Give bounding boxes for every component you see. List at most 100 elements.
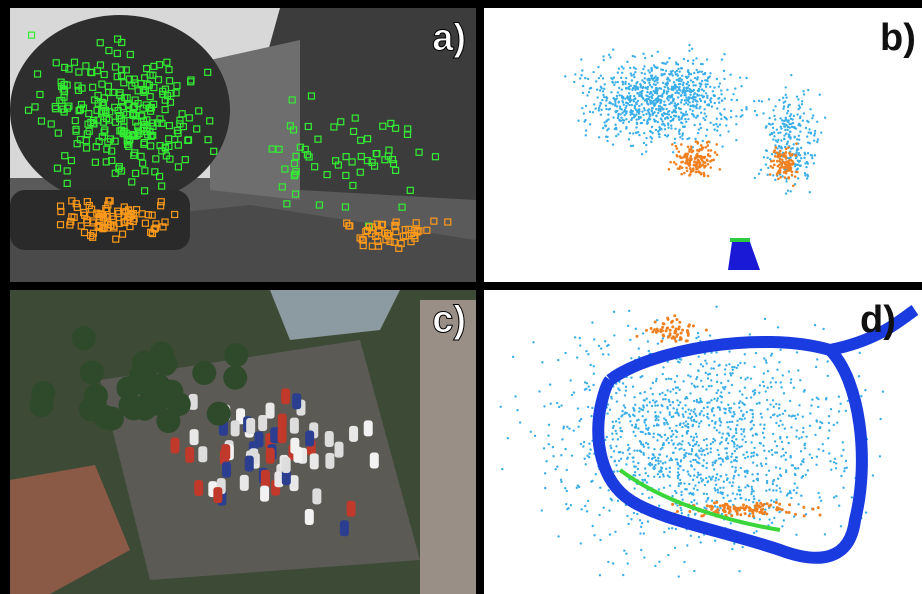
point (700, 100, 702, 102)
point (538, 390, 540, 392)
point (676, 79, 678, 81)
point (680, 94, 682, 96)
car (290, 418, 299, 434)
point (673, 314, 676, 317)
point (622, 452, 624, 454)
point (720, 463, 722, 465)
point (675, 392, 677, 394)
point (614, 124, 616, 126)
point (652, 436, 654, 438)
point (599, 539, 601, 541)
point (740, 377, 742, 379)
point (659, 460, 661, 462)
point (745, 397, 747, 399)
point (699, 397, 701, 399)
point (655, 380, 657, 382)
point (621, 65, 623, 67)
point (791, 170, 794, 173)
point (801, 436, 803, 438)
point (635, 85, 637, 87)
point (670, 116, 672, 118)
point (796, 138, 798, 140)
point (617, 500, 619, 502)
point (668, 73, 670, 75)
point (667, 86, 669, 88)
point (771, 353, 773, 355)
point (678, 119, 680, 121)
point (660, 128, 662, 130)
point (682, 126, 684, 128)
point (618, 67, 620, 69)
point (588, 452, 590, 454)
point (729, 510, 732, 513)
point (674, 92, 676, 94)
point (693, 115, 695, 117)
point (785, 192, 787, 194)
point (701, 88, 703, 90)
point (739, 76, 741, 78)
point (720, 382, 722, 384)
point (773, 517, 775, 519)
point (618, 87, 620, 89)
point (765, 390, 767, 392)
point (614, 430, 616, 432)
point (645, 137, 647, 139)
point (770, 165, 773, 168)
point (586, 510, 588, 512)
point (770, 416, 772, 418)
point (634, 471, 636, 473)
point (748, 499, 750, 501)
point (706, 481, 708, 483)
point (667, 377, 669, 379)
point (752, 455, 754, 457)
point (645, 329, 648, 332)
point (669, 427, 671, 429)
point (722, 460, 724, 462)
point (661, 326, 664, 329)
point (652, 94, 654, 96)
point (705, 86, 707, 88)
point (606, 412, 608, 414)
point (703, 414, 705, 416)
point (693, 385, 695, 387)
point (677, 468, 679, 470)
point (651, 70, 653, 72)
point (662, 334, 665, 337)
point (711, 408, 713, 410)
point (576, 487, 578, 489)
point (593, 103, 595, 105)
point (670, 378, 672, 380)
point (671, 495, 673, 497)
point (765, 490, 767, 492)
point (692, 411, 694, 413)
point (730, 407, 732, 409)
point (690, 453, 692, 455)
point (686, 113, 688, 115)
point (627, 457, 629, 459)
point (833, 496, 835, 498)
point (722, 432, 724, 434)
point (753, 424, 755, 426)
point (795, 151, 797, 153)
panel-d: d) (484, 290, 922, 594)
point (674, 110, 676, 112)
point (651, 107, 653, 109)
point (643, 119, 645, 121)
point (625, 77, 627, 79)
point (519, 421, 521, 423)
point (682, 380, 684, 382)
point (620, 77, 622, 79)
point (664, 128, 666, 130)
point (598, 514, 600, 516)
point (812, 508, 815, 511)
point (805, 474, 807, 476)
point (772, 433, 774, 435)
point (772, 483, 774, 485)
point (612, 48, 614, 50)
point (684, 404, 686, 406)
point (657, 457, 659, 459)
point (786, 494, 788, 496)
point (688, 510, 691, 513)
point (778, 407, 780, 409)
point (717, 125, 719, 127)
